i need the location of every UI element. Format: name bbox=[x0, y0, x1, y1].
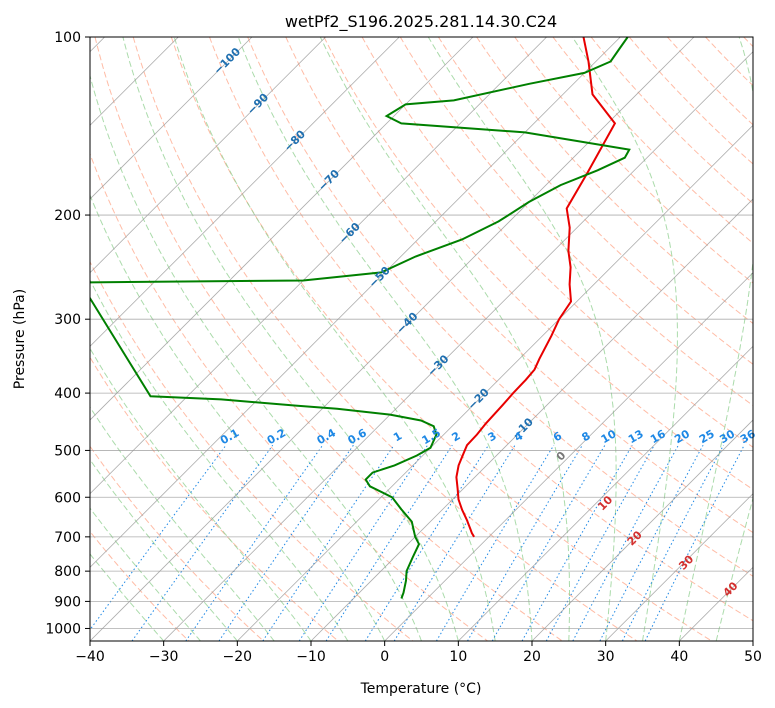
x-tick-label: −10 bbox=[296, 649, 326, 665]
isotherm-line bbox=[90, 37, 326, 274]
dry-adiabat bbox=[628, 37, 753, 165]
dry-adiabat bbox=[90, 260, 414, 641]
plot-background bbox=[90, 37, 753, 641]
mixing-ratio-line bbox=[521, 444, 633, 641]
mixing-ratio-line bbox=[218, 444, 354, 641]
x-tick-label: 10 bbox=[449, 649, 467, 665]
mixing-ratio-line bbox=[545, 444, 655, 641]
y-tick-label: 800 bbox=[54, 564, 81, 580]
y-tick-label: 300 bbox=[54, 312, 81, 328]
y-tick-label: 500 bbox=[54, 443, 81, 459]
dry-adiabat bbox=[90, 530, 190, 641]
dry-adiabat bbox=[590, 37, 753, 205]
y-tick-label: 400 bbox=[54, 386, 81, 402]
dry-adiabat bbox=[90, 445, 264, 641]
y-axis-title: Pressure (hPa) bbox=[12, 289, 28, 389]
mixing-ratio-line bbox=[644, 444, 745, 641]
dry-adiabat bbox=[170, 37, 712, 641]
temperature-line bbox=[455, 37, 617, 538]
isotherm-line bbox=[458, 345, 753, 641]
moist-adiabat bbox=[90, 278, 349, 641]
x-tick-label: 40 bbox=[670, 649, 688, 665]
grid bbox=[90, 37, 753, 641]
isotherm-line bbox=[90, 37, 253, 200]
isotherm-line bbox=[90, 37, 621, 568]
moist-adiabat bbox=[237, 37, 533, 641]
mixing-ratio-line bbox=[298, 444, 429, 641]
y-tick-label: 100 bbox=[54, 30, 81, 46]
chart-title: wetPf2_S196.2025.281.14.30.C24 bbox=[285, 12, 557, 32]
mixing-ratio-line bbox=[364, 444, 489, 641]
isotherm-line bbox=[90, 37, 474, 421]
mixing-ratio-line bbox=[435, 444, 555, 641]
axes: −40 −30 −20 −10 0 10 20 30 40 50 100 200 300 400 500 60… bbox=[45, 30, 762, 665]
mixing-ratio-line bbox=[393, 444, 516, 641]
x-tick-label: 50 bbox=[744, 649, 762, 665]
mixing-ratio-line bbox=[185, 444, 324, 641]
y-tick-label: 900 bbox=[54, 594, 81, 610]
moist-adiabat bbox=[90, 73, 422, 641]
y-tick-label: 1000 bbox=[45, 621, 81, 637]
x-tick-label: 0 bbox=[380, 649, 389, 665]
isotherm-line bbox=[605, 493, 753, 641]
mixing-ratio-line bbox=[262, 444, 395, 641]
y-tick-label: 200 bbox=[54, 208, 81, 224]
isotherm-line bbox=[90, 37, 400, 347]
x-tick-label: −40 bbox=[75, 649, 105, 665]
dewpoint-line bbox=[90, 37, 631, 599]
moist-adiabat bbox=[90, 193, 386, 641]
x-tick-label: −20 bbox=[223, 649, 253, 665]
dry-adiabat bbox=[361, 37, 753, 448]
isotherm-line bbox=[531, 419, 753, 641]
isotherm-line bbox=[237, 124, 753, 641]
moist-adiabat bbox=[90, 458, 238, 641]
x-tick-label: −30 bbox=[149, 649, 179, 665]
isotherm-line bbox=[90, 37, 547, 495]
moist-adiabat bbox=[752, 639, 753, 641]
dry-adiabat bbox=[209, 37, 753, 622]
moist-adiabat bbox=[90, 507, 201, 641]
moist-adiabat bbox=[319, 37, 570, 641]
mixing-ratio-line bbox=[131, 444, 274, 641]
moist-adiabat bbox=[90, 553, 165, 641]
y-tick-label: 600 bbox=[54, 490, 81, 506]
y-tick-label: 700 bbox=[54, 530, 81, 546]
moist-adiabat bbox=[571, 37, 678, 641]
dry-adiabat bbox=[247, 37, 753, 577]
dry-adiabat bbox=[437, 37, 753, 365]
isotherm-line bbox=[90, 37, 695, 641]
plot-frame bbox=[89, 36, 754, 642]
dry-adiabat bbox=[132, 37, 638, 641]
profiles bbox=[90, 37, 631, 599]
dry-adiabat bbox=[399, 37, 753, 407]
mixing-ratio-line bbox=[325, 444, 453, 641]
isotherm-line bbox=[384, 272, 753, 641]
moist-adiabat bbox=[427, 37, 617, 641]
isotherm-line bbox=[163, 51, 753, 641]
dry-adiabat bbox=[514, 37, 753, 284]
x-tick-label: 20 bbox=[523, 649, 541, 665]
isotherm-line bbox=[310, 198, 753, 641]
x-axis-title: Temperature (°C) bbox=[360, 681, 482, 697]
moist-adiabat bbox=[678, 37, 753, 641]
x-tick-label: 30 bbox=[597, 649, 615, 665]
mixing-ratio-line bbox=[621, 444, 724, 641]
dry-adiabat bbox=[94, 37, 563, 641]
isotherm-line bbox=[752, 640, 753, 641]
